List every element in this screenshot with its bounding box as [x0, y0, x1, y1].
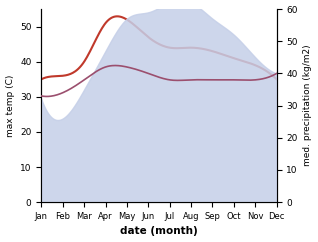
Y-axis label: med. precipitation (kg/m2): med. precipitation (kg/m2) [303, 45, 313, 166]
Y-axis label: max temp (C): max temp (C) [5, 75, 15, 137]
X-axis label: date (month): date (month) [120, 227, 198, 236]
